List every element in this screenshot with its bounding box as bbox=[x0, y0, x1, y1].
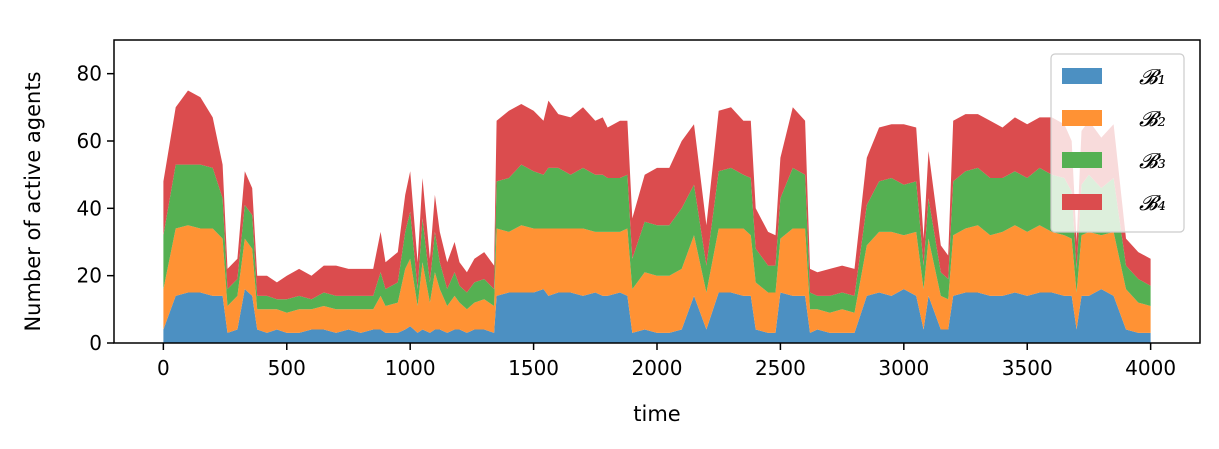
x-axis-label: time bbox=[633, 402, 680, 426]
y-tick-label: 80 bbox=[77, 62, 102, 86]
x-tick-label: 2500 bbox=[755, 356, 806, 380]
legend-label: 𝓑₄ bbox=[1139, 191, 1166, 215]
legend-label: 𝓑₂ bbox=[1139, 107, 1166, 131]
x-tick-label: 500 bbox=[268, 356, 306, 380]
y-axis: 0 20 40 60 80 bbox=[77, 62, 114, 355]
x-axis: 0 500 1000 1500 2000 2500 3000 3500 4000 bbox=[157, 343, 1176, 380]
y-tick-label: 40 bbox=[77, 196, 102, 220]
area-series-1 bbox=[163, 289, 1151, 343]
legend-swatch bbox=[1062, 110, 1102, 126]
y-axis-label: Number of active agents bbox=[21, 71, 45, 331]
y-tick-label: 0 bbox=[89, 331, 102, 355]
y-tick-label: 20 bbox=[77, 264, 102, 288]
x-tick-label: 1000 bbox=[385, 356, 436, 380]
legend-swatch bbox=[1062, 194, 1102, 210]
legend-swatch bbox=[1062, 68, 1102, 84]
x-tick-label: 3000 bbox=[878, 356, 929, 380]
area-series-3 bbox=[163, 164, 1151, 313]
area-series-2 bbox=[163, 225, 1151, 333]
x-tick-label: 1500 bbox=[508, 356, 559, 380]
x-tick-label: 3500 bbox=[1002, 356, 1053, 380]
legend: 𝓑₁ 𝓑₂ 𝓑₃ 𝓑₄ bbox=[1050, 53, 1185, 233]
legend-box bbox=[1050, 53, 1185, 233]
legend-label: 𝓑₁ bbox=[1139, 65, 1166, 89]
x-tick-label: 2000 bbox=[632, 356, 683, 380]
legend-swatch bbox=[1062, 152, 1102, 168]
x-tick-label: 4000 bbox=[1125, 356, 1176, 380]
x-tick-label: 0 bbox=[157, 356, 170, 380]
y-tick-label: 60 bbox=[77, 129, 102, 153]
area-series-4 bbox=[163, 90, 1151, 300]
area-series-group bbox=[163, 90, 1151, 343]
legend-label: 𝓑₃ bbox=[1139, 149, 1166, 173]
